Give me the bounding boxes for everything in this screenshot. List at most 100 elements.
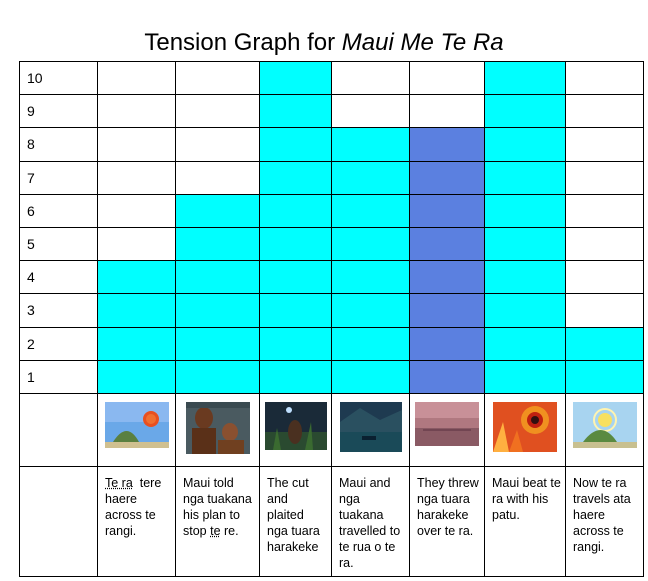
y-axis-label: 3 — [19, 293, 98, 328]
y-axis-label: 10 — [19, 60, 98, 96]
bar-cell — [565, 293, 644, 328]
bar-cell — [97, 326, 176, 361]
bar-cell — [97, 293, 176, 328]
bar-cell — [565, 193, 644, 228]
bar-cell — [565, 127, 644, 162]
bar-cell — [484, 94, 566, 129]
scene-cell — [175, 392, 260, 467]
bar-cell — [331, 359, 410, 394]
bar-cell — [331, 160, 410, 195]
scene-cell — [259, 392, 332, 467]
bar-cell — [175, 359, 260, 394]
caption-text: They threw nga tuara harakeke over te ra… — [417, 475, 479, 538]
bar-cell — [331, 60, 410, 96]
bar-cell — [565, 160, 644, 195]
title-italic: Maui Me Te Ra — [341, 29, 504, 56]
graph-row: 3 — [19, 293, 644, 328]
bar-cell — [175, 94, 260, 129]
bar-cell — [565, 226, 644, 262]
caption-text: Maui beat te ra with his patu. — [492, 475, 561, 522]
scene-cell — [97, 392, 176, 467]
graph-row: 8 — [19, 127, 644, 162]
bar-cell — [409, 94, 485, 129]
graph-row: 9 — [19, 94, 644, 129]
bar-cell — [565, 359, 644, 394]
empty-cell — [19, 392, 98, 467]
bar-cell — [175, 60, 260, 96]
y-axis-label: 8 — [19, 127, 98, 162]
bar-cell — [565, 94, 644, 129]
scene-cell — [565, 392, 644, 467]
bar-cell — [484, 127, 566, 162]
bar-cell — [259, 326, 332, 361]
bar-cell — [565, 60, 644, 96]
caption-text: Now te ra travels ata haere across te ra… — [573, 475, 631, 554]
y-axis-label: 5 — [19, 226, 98, 262]
caption-text: tere haere across te rangi. — [105, 475, 165, 538]
bar-cell — [409, 226, 485, 262]
bar-cell — [259, 160, 332, 195]
bar-cell — [331, 326, 410, 361]
caption-row: Te ra tere haere across te rangi. Maui to… — [19, 465, 644, 577]
bar-cell — [484, 260, 566, 295]
caption-text: te — [210, 523, 221, 538]
bar-cell — [409, 193, 485, 228]
bar-cell — [259, 193, 332, 228]
bar-cell — [565, 326, 644, 361]
bar-cell — [175, 193, 260, 228]
bar-cell — [484, 326, 566, 361]
scene-caption: The cut and plaited nga tuara harakeke — [259, 465, 332, 577]
bar-cell — [175, 127, 260, 162]
y-axis-label: 2 — [19, 326, 98, 361]
bar-cell — [97, 260, 176, 295]
bar-cell — [259, 127, 332, 162]
bar-cell — [484, 293, 566, 328]
maui-and-brothers-image — [176, 401, 259, 454]
scene-caption: Te ra tere haere across te rangi. — [97, 465, 176, 577]
bar-cell — [331, 260, 410, 295]
bar-cell — [97, 193, 176, 228]
bar-cell — [565, 260, 644, 295]
bar-cell — [175, 160, 260, 195]
scene-cell — [409, 392, 485, 467]
caption-text: Maui and nga tuakana travelled to te rua… — [339, 475, 401, 570]
bar-cell — [259, 293, 332, 328]
travelling-to-sun-image — [332, 401, 409, 452]
bar-cell — [259, 359, 332, 394]
scene-cell — [331, 392, 410, 467]
bar-cell — [484, 193, 566, 228]
y-axis-label: 9 — [19, 94, 98, 129]
bar-cell — [97, 60, 176, 96]
bar-cell — [97, 226, 176, 262]
cutting-flax-image — [260, 401, 331, 450]
bar-cell — [97, 127, 176, 162]
scene-caption: Maui told nga tuakana his plan to stop t… — [175, 465, 260, 577]
graph-row: 5 — [19, 226, 644, 262]
bar-cell — [175, 260, 260, 295]
graph-row: 2 — [19, 326, 644, 361]
y-axis-label: 6 — [19, 193, 98, 228]
bar-cell — [484, 160, 566, 195]
bar-cell — [97, 359, 176, 394]
beating-sun-image — [485, 401, 565, 452]
graph-row: 1 — [19, 359, 644, 394]
bar-cell — [97, 160, 176, 195]
caption-text: Te ra — [105, 475, 133, 490]
scene-caption: They threw nga tuara harakeke over te ra… — [409, 465, 485, 577]
bar-cell — [331, 293, 410, 328]
bar-cell — [409, 260, 485, 295]
bar-cell — [175, 326, 260, 361]
bar-cell — [331, 94, 410, 129]
y-axis-label: 1 — [19, 359, 98, 394]
scene-caption: Maui beat te ra with his patu. — [484, 465, 566, 577]
y-axis-label: 4 — [19, 260, 98, 295]
graph-row: 10 — [19, 60, 644, 96]
sun-slow-image — [566, 401, 643, 448]
bar-cell — [175, 293, 260, 328]
bar-cell — [259, 226, 332, 262]
caption-text: Maui told nga tuakana his plan to stop — [183, 475, 252, 538]
bar-cell — [259, 60, 332, 96]
scene-cell — [484, 392, 566, 467]
bar-cell — [259, 260, 332, 295]
bar-cell — [331, 127, 410, 162]
